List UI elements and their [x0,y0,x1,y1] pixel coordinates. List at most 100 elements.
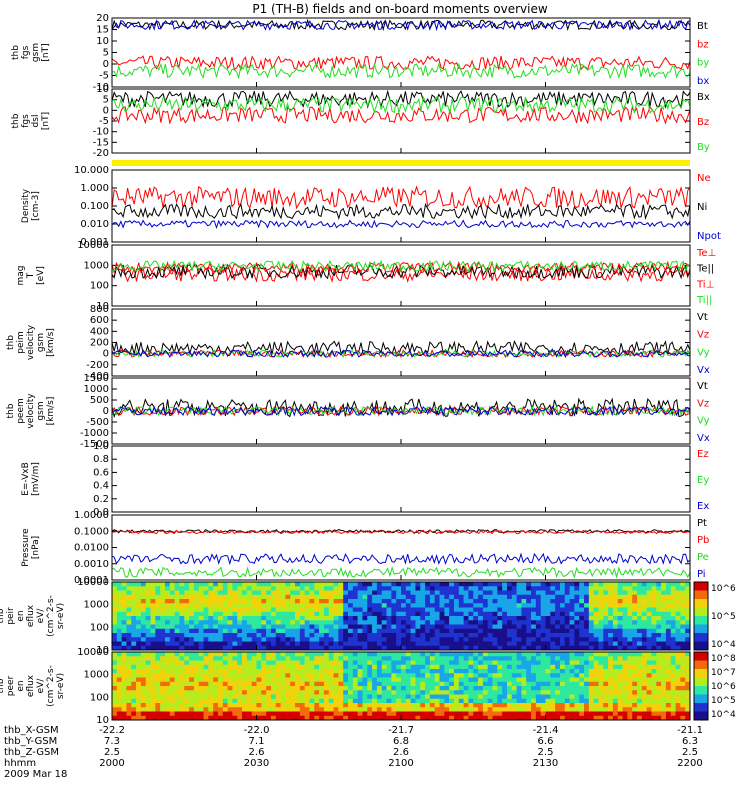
spectrogram-cell [237,620,243,625]
spectrogram-cell [357,620,363,625]
spectrogram-cell [545,628,551,634]
spectrogram-cell [478,586,484,591]
spectrogram-cell [208,694,214,700]
spectrogram-cell [564,690,570,695]
spectrogram-cell [333,637,339,642]
spectrogram-cell [145,673,151,678]
spectrogram-cell [333,599,339,604]
spectrogram-cell [203,664,209,670]
spectrogram-cell [425,586,431,591]
spectrogram-cell [140,669,147,674]
spectrogram-cell [574,637,580,642]
spectrogram-cell [420,586,426,591]
spectrogram-cell [198,656,204,661]
spectrogram-cell [506,686,513,691]
spectrogram-cell [588,624,594,630]
y-label-line: thb [6,403,16,418]
spectrogram-cell [155,586,161,591]
spectrogram-cell [213,686,219,691]
spectrogram-cell [449,686,455,691]
spectrogram-cell [598,673,604,678]
spectrogram-cell [608,645,614,651]
spectrogram-cell [521,686,527,691]
spectrogram-cell [579,607,585,613]
spectrogram-cell [357,594,363,600]
spectrogram-cell [617,681,623,687]
spectrogram-cell [174,645,180,651]
spectrogram-cell [627,594,633,600]
spectrogram-cell [333,660,339,666]
y-tick-label: 400 [90,326,109,337]
spectrogram-cell [632,686,638,691]
spectrogram-cell [213,624,219,630]
spectrogram-cell [179,686,185,691]
spectrogram-cell [299,698,305,704]
spectrogram-cell [112,711,118,717]
spectrogram-cell [656,599,662,604]
spectrogram-cell [164,652,171,657]
spectrogram-cell [574,715,580,721]
spectrogram-cell [559,694,566,700]
spectrogram-cell [545,637,551,642]
spectrogram-cell [145,637,151,642]
spectrogram-cell [367,599,373,604]
spectrogram-cell [415,616,421,621]
spectrogram-cell [670,660,676,666]
spectrogram-cell [574,620,580,625]
spectrogram-cell [367,660,373,666]
spectrogram-cell [401,641,407,647]
spectrogram-cell [160,607,166,613]
spectrogram-cell [661,703,667,708]
spectrogram-cell [579,660,585,666]
spectrogram-cell [203,628,209,634]
spectrogram-cell [372,664,378,670]
x-row-label: 2009 Mar 18 [4,769,67,780]
spectrogram-cell [429,645,436,651]
spectrogram-cell [478,641,484,647]
spectrogram-cell [227,677,233,683]
spectrogram-cell [343,681,349,687]
spectrogram-cell [189,660,195,666]
spectrogram-cell [511,637,517,642]
spectrogram-cell [502,603,508,608]
spectrogram-cell [381,637,387,642]
spectrogram-cell [665,677,672,683]
spectrogram-cell [588,599,594,604]
spectrogram-cell [290,586,296,591]
spectrogram-cell [343,633,349,638]
spectrogram-cell [574,586,580,591]
spectrogram-cell [116,669,122,674]
spectrogram-cell [569,677,575,683]
spectrogram-cell [463,686,469,691]
spectrogram-cell [405,669,411,674]
spectrogram-cell [193,582,199,587]
spectrogram-cell [285,616,291,621]
spectrogram-cell [343,656,349,661]
spectrogram-cell [246,698,252,704]
spectrogram-cell [367,624,373,630]
spectrogram-cell [343,669,349,674]
y-label-line: peim [16,331,26,354]
spectrogram-cell [246,711,252,717]
spectrogram-cell [256,590,262,596]
spectrogram-cell [352,673,358,678]
spectrogram-cell [675,603,681,608]
spectrogram-cell [251,620,257,625]
spectrogram-cell [569,707,575,712]
series-Vx-line [111,405,691,418]
spectrogram-cell [550,715,556,721]
spectrogram-cell [386,686,392,691]
spectrogram-cell [266,641,272,647]
spectrogram-cell [251,707,257,712]
y-axis-label: Pressure [nPa] [21,528,41,567]
spectrogram-cell [309,641,315,647]
spectrogram-cell [535,686,541,691]
spectrogram-cell [627,582,633,587]
spectrogram-cell [449,641,455,647]
spectrogram-cell [319,633,325,638]
spectrogram-cell [121,607,127,613]
spectrogram-cell [680,599,686,604]
spectrogram-cell [550,586,556,591]
spectrogram-cell [232,611,238,617]
